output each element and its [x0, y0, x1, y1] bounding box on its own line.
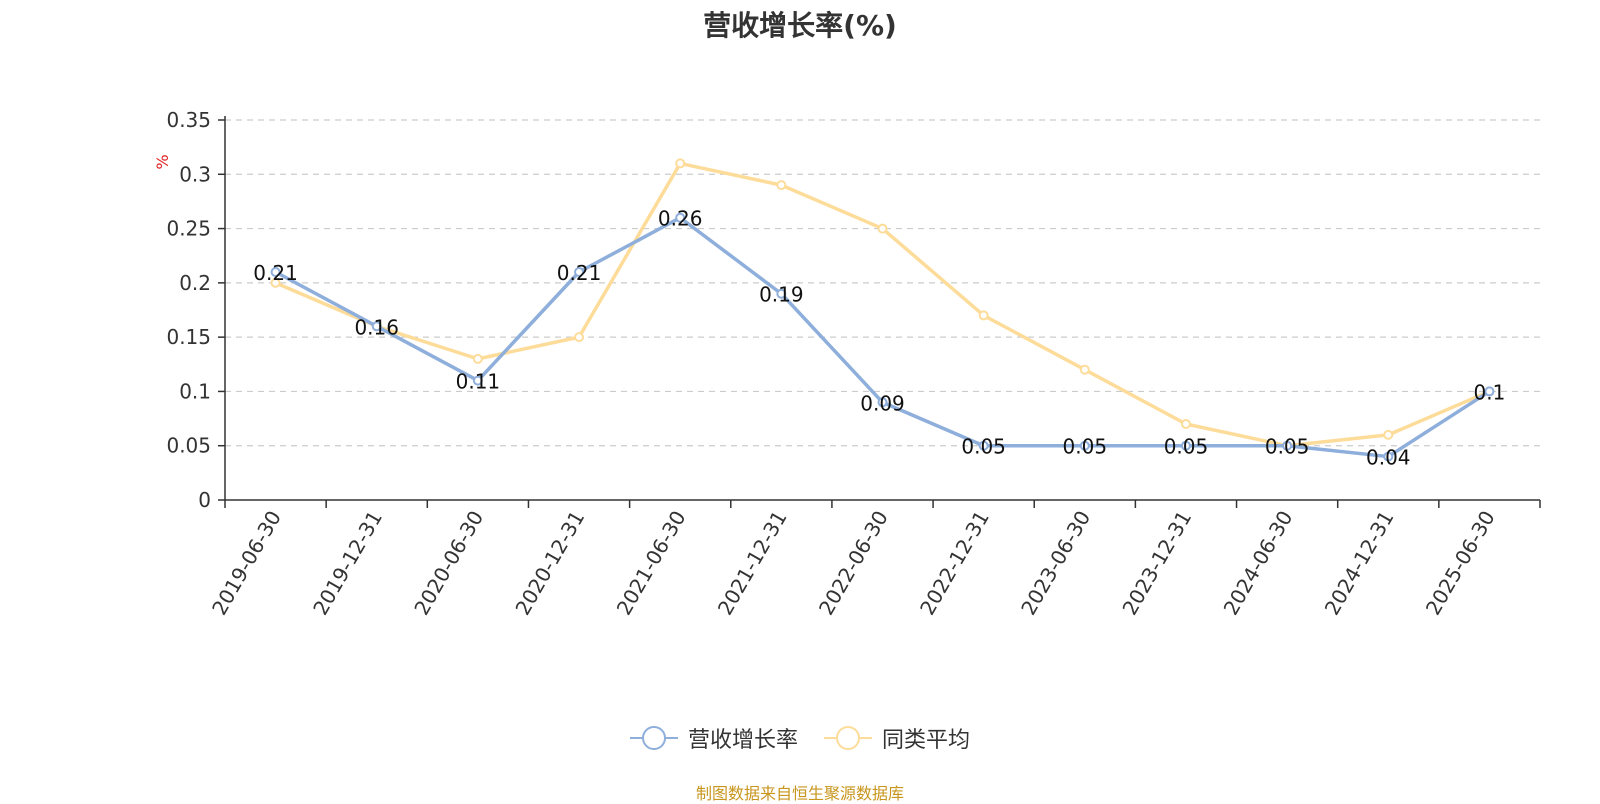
legend-line-circle-icon [629, 726, 678, 750]
data-point [877, 223, 888, 234]
legend-label: 同类平均 [882, 728, 971, 753]
legend-item[interactable]: 营收增长率 [629, 722, 798, 754]
data-label: 0.05 [961, 435, 1006, 459]
source-note: 制图数据来自恒生聚源数据库 [695, 784, 904, 803]
data-label: 0.26 [658, 207, 703, 231]
data-label: 0.1 [1474, 380, 1506, 404]
data-point [675, 158, 686, 169]
data-point [776, 288, 787, 299]
x-tick-label: 2022-06-30 [814, 507, 893, 620]
data-point [1079, 364, 1090, 375]
data-point [270, 267, 281, 277]
data-point [472, 353, 483, 364]
data-point [675, 212, 686, 223]
axes: 0 0.05 0.1 0.15 0.2 0.25 0.3 0.35 2019-06-30 2019… [166, 108, 1541, 620]
data-label: 0.05 [1164, 435, 1209, 459]
legend: 营收增长率 同类平均 [0, 722, 1600, 754]
data-point [978, 440, 989, 451]
x-tick-label: 2019-06-30 [207, 507, 286, 620]
x-tick-label: 2019-12-31 [308, 507, 387, 620]
data-point [1180, 440, 1191, 451]
data-point [1484, 386, 1495, 397]
data-point [1282, 440, 1293, 451]
data-point [776, 180, 787, 191]
y-tick-label: 0.15 [166, 325, 211, 349]
data-label: 0.04 [1366, 446, 1411, 470]
y-tick-label: 0.1 [179, 379, 211, 403]
data-point [1383, 429, 1394, 440]
y-tick-label: 0 [198, 488, 211, 512]
data-label: 0.19 [759, 283, 804, 307]
x-tick-label: 2024-06-30 [1219, 507, 1298, 620]
x-tick-label: 2020-06-30 [409, 507, 488, 620]
y-axis-unit: % [153, 154, 172, 169]
x-tick-label: 2025-06-30 [1421, 507, 1500, 620]
x-tick-label: 2022-12-31 [915, 506, 994, 619]
x-tick-label: 2020-12-31 [510, 507, 589, 620]
data-point [270, 277, 281, 288]
data-label: 0.21 [557, 261, 602, 285]
legend-label: 营收增长率 [687, 728, 798, 753]
data-label: 0.05 [1265, 435, 1310, 459]
x-tick-label: 2023-06-30 [1016, 507, 1095, 620]
data-label: 0.21 [253, 261, 298, 285]
data-point [574, 332, 585, 343]
legend-swatch-circle [641, 726, 666, 750]
legend-item[interactable]: 同类平均 [824, 722, 970, 754]
series-lines [270, 158, 1495, 462]
y-tick-label: 0.2 [179, 271, 211, 295]
data-point [1383, 451, 1394, 462]
y-tick-label: 0.05 [166, 434, 211, 458]
data-label: 0.16 [354, 315, 399, 339]
x-tick-label: 2021-12-31 [713, 507, 792, 620]
data-point [574, 267, 585, 277]
y-tick-label: 0.25 [166, 217, 211, 241]
data-point [472, 375, 483, 386]
data-point [978, 310, 989, 321]
x-tick-label: 2021-06-30 [612, 507, 691, 620]
data-point [1180, 419, 1191, 429]
y-tick-label: 0.3 [179, 162, 211, 186]
data-labels: 0.21 0.16 0.11 0.21 0.26 0.19 0.09 0.05 0.05 0.05… [253, 207, 1505, 470]
legend-swatch-circle [836, 726, 860, 750]
chart-title: 营收增长率(%) [703, 9, 897, 42]
data-point [877, 397, 888, 408]
x-tick-label: 2024-12-31 [1320, 507, 1399, 620]
data-point [1079, 440, 1090, 451]
data-label: 0.11 [456, 370, 501, 394]
data-label: 0.09 [860, 391, 905, 415]
data-label: 0.05 [1063, 435, 1108, 459]
y-tick-label: 0.35 [166, 108, 211, 132]
x-tick-label: 2023-12-31 [1117, 507, 1196, 620]
data-point [371, 321, 382, 332]
legend-line-circle-icon [824, 726, 872, 750]
